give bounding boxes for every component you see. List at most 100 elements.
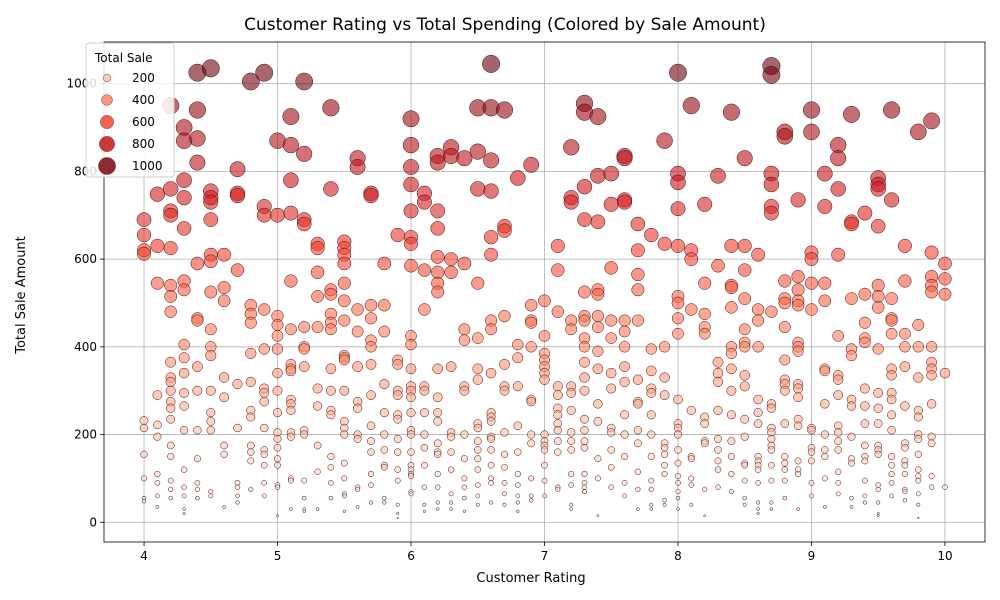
- data-point: [782, 495, 788, 501]
- data-point: [311, 290, 324, 303]
- data-point: [181, 484, 187, 490]
- data-point: [942, 484, 948, 490]
- data-point: [728, 489, 734, 495]
- data-point: [462, 509, 466, 513]
- data-point: [444, 265, 458, 279]
- data-point: [675, 479, 681, 486]
- data-point: [710, 167, 726, 184]
- data-point: [203, 254, 218, 269]
- data-point: [447, 432, 456, 441]
- data-point: [337, 294, 351, 308]
- data-point: [632, 374, 644, 385]
- data-point: [769, 507, 774, 511]
- data-point: [662, 498, 667, 503]
- data-point: [244, 316, 257, 329]
- data-point: [181, 493, 187, 499]
- data-point: [860, 419, 870, 428]
- data-point: [274, 455, 281, 463]
- data-point: [648, 477, 655, 484]
- data-point: [529, 498, 534, 503]
- data-point: [396, 512, 400, 515]
- data-point: [417, 263, 432, 277]
- data-point: [740, 432, 749, 441]
- data-point: [189, 154, 206, 171]
- data-point: [762, 66, 781, 84]
- data-point: [779, 354, 791, 366]
- data-point: [938, 256, 952, 271]
- data-point: [580, 414, 589, 424]
- data-point: [541, 461, 548, 469]
- data-point: [430, 250, 445, 264]
- data-point: [139, 416, 149, 425]
- data-point: [649, 502, 654, 507]
- data-point: [550, 238, 565, 253]
- data-point: [714, 457, 722, 465]
- data-point: [353, 434, 362, 443]
- data-point: [938, 272, 952, 286]
- data-point: [889, 493, 894, 499]
- data-point: [286, 405, 296, 415]
- data-point: [205, 385, 216, 396]
- data-point: [781, 452, 789, 461]
- data-point: [368, 500, 374, 505]
- data-point: [472, 332, 484, 344]
- data-point: [177, 283, 191, 297]
- x-tick-label: 5: [274, 549, 282, 563]
- data-point: [646, 388, 657, 398]
- data-point: [862, 493, 868, 499]
- data-point: [644, 227, 659, 243]
- data-point: [790, 192, 806, 208]
- data-point: [163, 181, 179, 197]
- data-point: [591, 287, 605, 301]
- data-point: [444, 252, 458, 266]
- data-point: [607, 464, 615, 471]
- data-point: [883, 101, 901, 119]
- data-point: [862, 500, 867, 505]
- data-point: [472, 363, 484, 375]
- data-point: [831, 247, 846, 262]
- data-point: [166, 414, 176, 424]
- data-point: [578, 314, 591, 327]
- data-point: [819, 365, 831, 377]
- data-point: [593, 399, 603, 409]
- data-point: [927, 432, 936, 441]
- data-point: [742, 502, 747, 507]
- data-point: [553, 410, 563, 420]
- data-point: [700, 439, 709, 448]
- data-point: [630, 216, 646, 232]
- data-point: [501, 464, 508, 471]
- data-point: [581, 484, 588, 490]
- data-point: [821, 452, 829, 461]
- data-point: [512, 352, 524, 364]
- data-point: [498, 310, 511, 323]
- data-point: [860, 401, 870, 411]
- data-point: [402, 136, 420, 154]
- data-point: [901, 443, 909, 452]
- data-point: [590, 214, 606, 230]
- y-axis-label: Total Sale Amount: [14, 236, 29, 355]
- data-point: [295, 72, 314, 91]
- data-point: [820, 399, 830, 409]
- data-point: [340, 430, 349, 439]
- data-point: [725, 301, 738, 314]
- data-point: [835, 491, 841, 497]
- data-point: [482, 54, 501, 73]
- data-point: [514, 448, 522, 456]
- data-point: [420, 443, 429, 452]
- data-point: [327, 452, 335, 461]
- data-point: [579, 385, 590, 396]
- data-point: [261, 479, 268, 486]
- data-point: [499, 359, 510, 370]
- data-point: [241, 72, 260, 91]
- data-point: [914, 450, 922, 458]
- data-point: [222, 505, 226, 509]
- data-point: [458, 323, 471, 336]
- data-point: [282, 136, 300, 154]
- data-point: [794, 457, 802, 465]
- data-point: [392, 359, 404, 370]
- data-point: [382, 495, 387, 501]
- data-point: [499, 385, 510, 396]
- data-point: [916, 502, 921, 507]
- x-axis-ticks: 4 5 6 7 8 9 10: [140, 542, 953, 563]
- data-point: [326, 410, 336, 420]
